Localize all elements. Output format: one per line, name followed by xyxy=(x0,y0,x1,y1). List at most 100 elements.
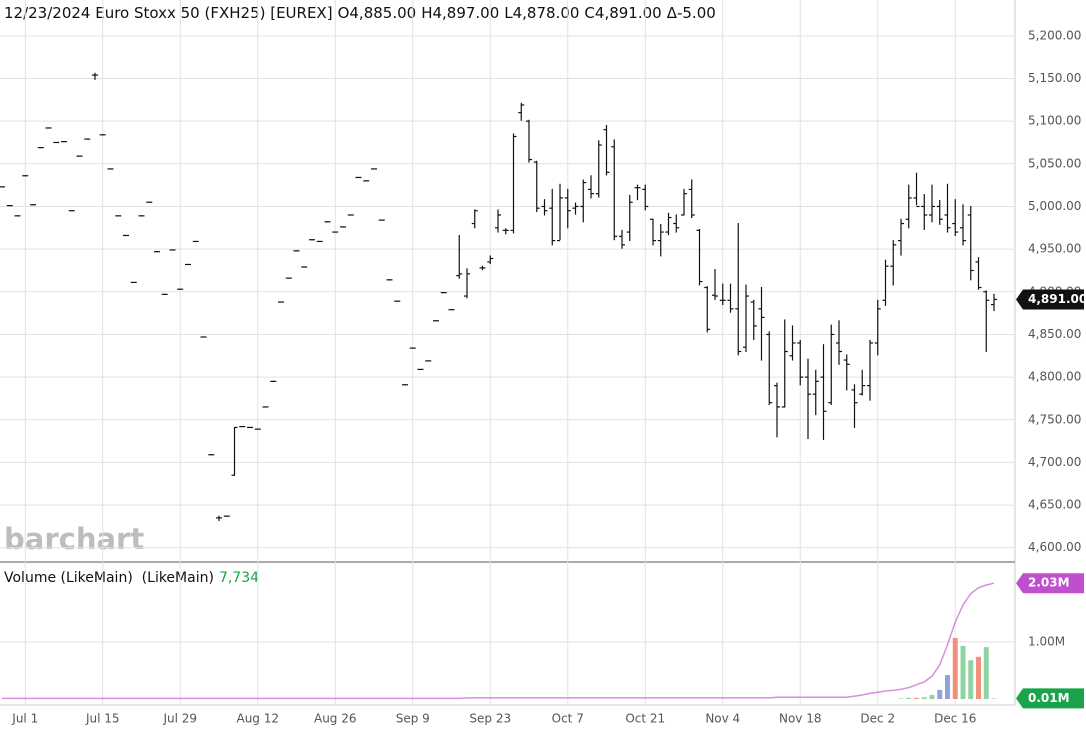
ohlc-bar xyxy=(316,240,323,243)
ohlc-bar xyxy=(626,194,633,242)
ohlc-bar xyxy=(952,199,959,236)
ohlc-bar xyxy=(239,425,246,428)
ohlc-bar xyxy=(216,515,222,521)
ohlc-bar xyxy=(471,209,478,229)
ohlc-bar xyxy=(92,72,98,80)
ohlc-bar xyxy=(549,188,556,246)
ohlc-bar xyxy=(99,134,106,136)
ohlc-bar xyxy=(719,283,726,306)
x-tick-label: Jul 29 xyxy=(162,712,197,726)
volume-bar xyxy=(914,697,919,699)
ohlc-bar xyxy=(696,229,703,286)
grid-layer xyxy=(0,0,1015,705)
volume-legend-name: Volume (LikeMain) (LikeMain) xyxy=(4,570,214,586)
ohlc-bar xyxy=(53,141,60,144)
ohlc-bar xyxy=(572,202,579,215)
header-close: C4,891.00 xyxy=(584,4,661,22)
ohlc-bar xyxy=(324,221,331,223)
watermark: barchart xyxy=(4,522,144,556)
y-tick-label: 4,600.00 xyxy=(1028,540,1081,554)
ohlc-bar xyxy=(874,299,881,356)
ohlc-bar xyxy=(464,268,470,299)
ohlc-bar xyxy=(0,186,5,188)
y-tick-label: 5,200.00 xyxy=(1028,28,1081,42)
x-tick-label: Nov 4 xyxy=(705,712,740,726)
ohlc-bar xyxy=(557,183,563,242)
ohlc-bar xyxy=(285,277,292,279)
ohlc-bar xyxy=(130,281,137,283)
ohlc-bar xyxy=(161,293,168,295)
y-tick-label: 4,800.00 xyxy=(1028,370,1081,384)
volume-bar xyxy=(921,697,927,699)
ohlc-bar xyxy=(541,199,548,216)
ohlc-bar xyxy=(510,133,517,234)
ohlc-bar xyxy=(146,201,153,203)
volume-bar xyxy=(937,689,943,699)
y2-tick-label: 1.00M xyxy=(1028,634,1065,648)
ohlc-bar xyxy=(200,336,207,338)
ohlc-bar xyxy=(347,214,354,216)
ohlc-bar xyxy=(812,369,819,416)
ohlc-bar xyxy=(177,288,184,290)
ohlc-bar xyxy=(673,214,680,233)
ohlc-bar xyxy=(6,205,13,207)
ohlc-bar xyxy=(495,209,501,233)
ohlc-bar xyxy=(688,179,695,219)
ohlc-bar xyxy=(479,265,486,271)
y-tick-label: 5,000.00 xyxy=(1028,199,1081,213)
ohlc-bar xyxy=(781,319,788,408)
ohlc-bar xyxy=(30,204,36,206)
ohlc-bar xyxy=(402,384,408,386)
ohlc-bar xyxy=(84,138,91,140)
ohlc-bar xyxy=(704,286,711,333)
ohlc-bar xyxy=(487,255,494,265)
ohlc-bar xyxy=(843,354,850,391)
ohlc-bar xyxy=(650,218,656,246)
ohlc-bar xyxy=(936,199,943,225)
ohlc-bar xyxy=(758,287,765,361)
ohlc-bar xyxy=(115,215,122,217)
ohlc-bar xyxy=(634,184,641,201)
ohlc-bar xyxy=(262,406,269,408)
ohlc-bar xyxy=(727,283,734,313)
ohlc-bar xyxy=(929,184,935,223)
y-tick-label: 5,050.00 xyxy=(1028,156,1081,170)
volume-bar xyxy=(945,675,950,699)
ohlc-bar xyxy=(890,240,897,286)
ohlc-bar xyxy=(293,250,300,252)
volume-bar xyxy=(952,637,958,699)
ohlc-bar xyxy=(580,179,587,223)
volume-badge-label: 0.01M xyxy=(1028,691,1070,705)
x-tick-label: Jul 15 xyxy=(85,712,120,726)
volume-bar xyxy=(991,698,997,699)
ohlc-bar xyxy=(712,269,718,300)
ohlc-bar xyxy=(789,325,796,361)
ohlc-bar xyxy=(76,155,83,157)
ohlc-bar xyxy=(642,184,649,211)
ohlc-bar xyxy=(851,384,858,428)
ohlc-bar xyxy=(363,180,370,182)
volume-badge-shape xyxy=(1016,688,1084,709)
header-low: L4,878.00 xyxy=(504,4,579,22)
ohlc-bar xyxy=(208,454,215,456)
ohlc-bar xyxy=(921,194,928,231)
ohlc-bar xyxy=(107,168,114,170)
ohlc-bar xyxy=(378,219,385,221)
ohlc-bar xyxy=(394,300,401,302)
y-tick-label: 5,100.00 xyxy=(1028,114,1081,128)
ohlc-bar xyxy=(983,290,990,353)
ohlc-bar xyxy=(603,124,610,176)
header-high: H4,897.00 xyxy=(421,4,499,22)
ohlc-bar xyxy=(448,309,455,311)
ohlc-bar xyxy=(967,205,974,281)
ohlc-bar xyxy=(247,426,253,429)
ohlc-bar xyxy=(138,215,145,217)
ohlc-bar xyxy=(588,175,594,199)
ohlc-bar xyxy=(371,168,377,170)
volume-bar xyxy=(976,656,981,699)
ohlc-bar xyxy=(22,175,29,177)
x-tick-label: Oct 21 xyxy=(625,712,665,726)
ohlc-bar xyxy=(417,368,424,371)
